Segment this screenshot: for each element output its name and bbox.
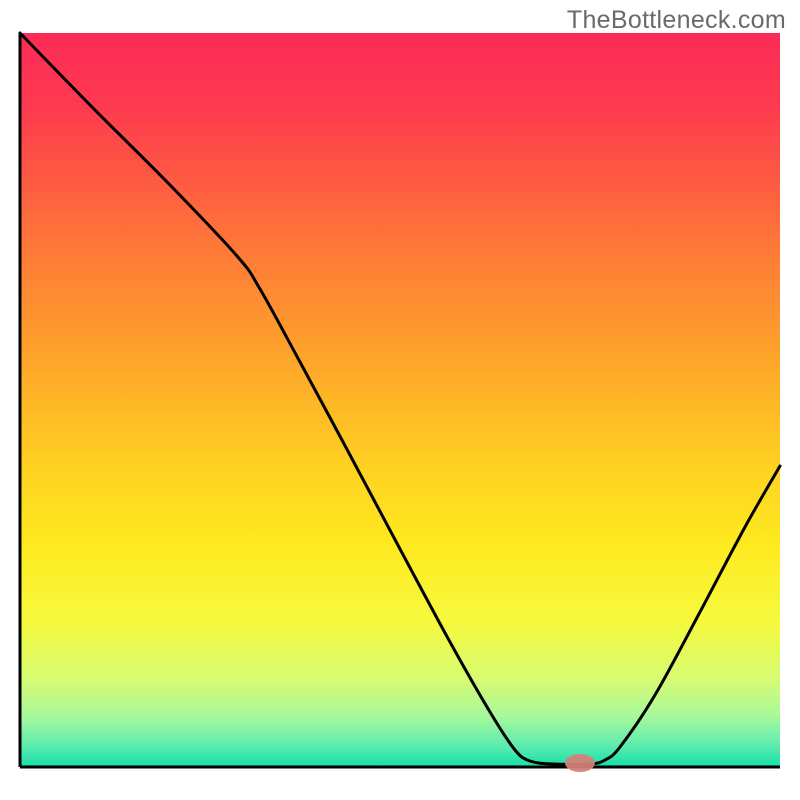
plot-background [20,33,780,767]
optimal-marker [565,754,595,772]
watermark-text: TheBottleneck.com [567,6,786,35]
bottleneck-chart [0,0,800,800]
chart-frame: TheBottleneck.com [0,0,800,800]
